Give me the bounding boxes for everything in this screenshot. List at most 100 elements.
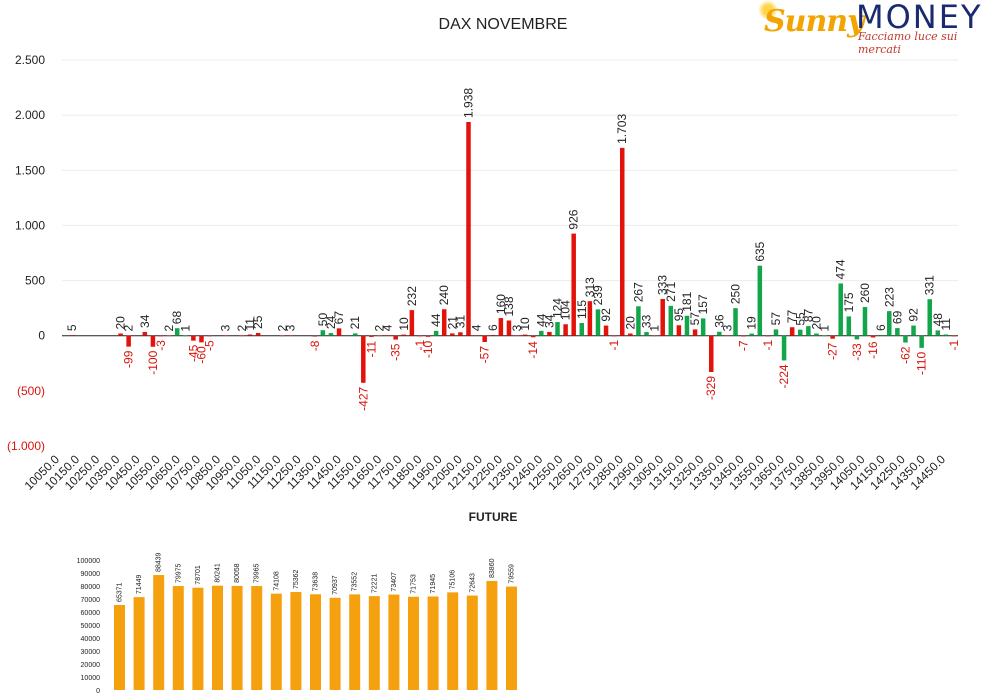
bar [126, 335, 131, 337]
bars [69, 121, 957, 383]
future-bar [408, 596, 419, 690]
data-label: 87 [801, 308, 815, 322]
data-label: 331 [923, 275, 937, 295]
future-bar [506, 586, 517, 690]
bar [838, 283, 843, 336]
bar [466, 121, 471, 336]
data-label: 67 [332, 311, 346, 325]
bar [895, 328, 900, 336]
bar [417, 335, 423, 337]
future-bar [133, 597, 145, 690]
bar [458, 332, 463, 336]
data-label: 68 [170, 311, 184, 325]
bar [174, 328, 180, 336]
data-label: 20 [623, 316, 637, 330]
future-y-tick-label: 40000 [81, 636, 101, 643]
bar [150, 335, 156, 347]
future-data-label: 79965 [254, 563, 261, 583]
bar [749, 333, 754, 336]
logo-brand-b: MONEY [856, 0, 983, 36]
bar [142, 331, 148, 336]
future-data-label: 80058 [234, 563, 241, 583]
data-label: 5 [65, 324, 79, 331]
bar [166, 335, 172, 337]
future-y-tick-label: 100000 [77, 558, 100, 565]
bar [255, 332, 261, 336]
bar [878, 335, 884, 336]
y-tick-label: 2.500 [15, 53, 45, 67]
data-label: 92 [907, 308, 921, 322]
bar [247, 334, 253, 336]
bar [352, 333, 358, 336]
data-label: 1 [178, 325, 192, 332]
data-label: 34 [138, 314, 152, 328]
logo-brand-a: Sunny [764, 4, 865, 39]
data-label: 240 [437, 285, 451, 305]
future-data-label: 78701 [195, 565, 202, 585]
sun-icon [758, 0, 778, 20]
future-data-label: 73407 [391, 572, 398, 592]
future-bar [349, 594, 361, 690]
bar [830, 335, 835, 339]
future-data-label: 65371 [117, 582, 124, 602]
bar [288, 335, 293, 336]
data-label: 4 [381, 324, 395, 331]
bar [385, 335, 390, 336]
data-label: 4 [470, 324, 484, 331]
bar [927, 299, 932, 336]
data-label: 11 [939, 318, 953, 331]
bar [514, 335, 520, 336]
data-label: -57 [478, 346, 492, 364]
future-bar [114, 605, 125, 690]
data-label: 44 [534, 313, 548, 327]
future-bar [212, 585, 223, 690]
gridlines [62, 59, 958, 337]
bar [846, 316, 852, 336]
future-y-tick-label: 10000 [81, 675, 101, 682]
data-label: -35 [389, 343, 403, 361]
data-label: -16 [866, 341, 880, 359]
data-label: 92 [599, 308, 613, 322]
data-label: 333 [656, 275, 670, 295]
data-label: 21 [348, 316, 362, 330]
future-data-label: 79559 [509, 564, 516, 584]
bar [498, 318, 504, 336]
bar [587, 301, 593, 336]
data-label: 31 [453, 315, 467, 329]
bar [547, 331, 552, 336]
data-label: -427 [356, 386, 370, 410]
data-label: -1 [761, 340, 775, 351]
data-label: 11 [243, 318, 257, 331]
bar [530, 335, 536, 338]
future-bar [310, 594, 321, 690]
data-label: 181 [680, 291, 694, 311]
bar [619, 147, 625, 336]
y-tick-label: 2.000 [15, 108, 45, 122]
future-y-tick-label: 80000 [81, 584, 101, 591]
data-label: 3 [510, 324, 524, 331]
data-label: 1.938 [461, 88, 475, 118]
data-label: 250 [729, 284, 743, 304]
bar [717, 331, 722, 336]
bar [822, 335, 827, 337]
bar [433, 330, 439, 336]
data-label: 260 [858, 283, 872, 303]
data-label: -5 [203, 340, 217, 351]
bar [887, 311, 892, 336]
future-y-axis-ticks: 1000009000080000700006000050000400003000… [77, 558, 100, 695]
bar [409, 310, 415, 336]
bar [781, 335, 787, 361]
bar [118, 333, 123, 336]
bar [320, 330, 326, 336]
bar [660, 298, 665, 336]
bar [765, 335, 771, 337]
future-data-label: 70937 [332, 575, 339, 595]
y-tick-label: (500) [17, 384, 45, 398]
bar [482, 335, 487, 343]
bar [441, 309, 447, 336]
bar [935, 330, 941, 336]
data-label: 157 [696, 294, 710, 314]
bar [636, 306, 641, 336]
bar [563, 324, 568, 336]
data-label: -100 [146, 350, 160, 374]
